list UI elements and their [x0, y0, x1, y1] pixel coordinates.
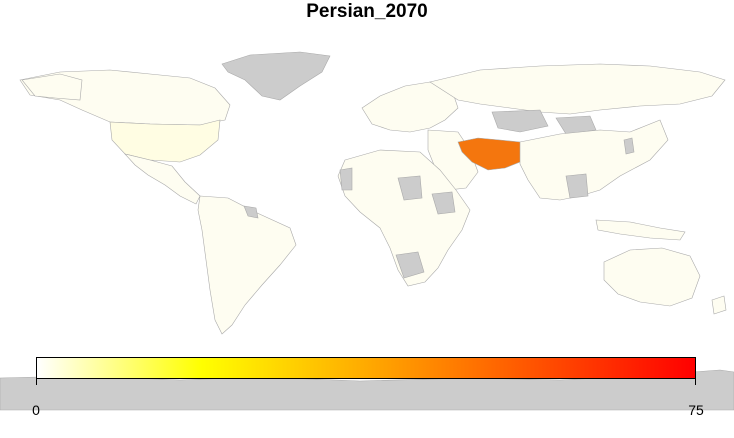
- region-australia: [603, 247, 701, 307]
- region-guyana: [243, 205, 259, 219]
- region-asia: [519, 119, 669, 201]
- region-central-asia-nodata: [491, 109, 549, 133]
- region-indonesia: [595, 219, 686, 241]
- region-russia: [429, 63, 726, 115]
- region-new-zealand: [711, 295, 727, 315]
- region-greenland: [221, 51, 331, 101]
- region-mexico: [124, 153, 201, 205]
- region-south-america: [197, 195, 297, 335]
- legend-color-bar: [36, 357, 696, 379]
- legend-max-label: 75: [688, 402, 704, 418]
- region-africa-nodata-2: [431, 191, 456, 215]
- legend-tick-min: [36, 379, 37, 385]
- region-alaska: [21, 73, 83, 101]
- region-se-asia-nodata: [565, 173, 589, 199]
- region-korea-nodata: [623, 137, 635, 155]
- region-africa-nodata-3: [395, 251, 425, 279]
- region-europe: [361, 81, 459, 133]
- region-africa-nodata-4: [339, 167, 353, 191]
- region-usa: [109, 119, 221, 163]
- map-title: Persian_2070: [306, 1, 428, 22]
- legend-tick-max: [695, 379, 696, 385]
- region-mongolia-nodata: [555, 115, 597, 135]
- region-africa: [337, 149, 471, 287]
- region-africa-nodata-1: [397, 175, 423, 201]
- region-antarctica: [0, 369, 734, 411]
- legend-min-label: 0: [32, 402, 40, 418]
